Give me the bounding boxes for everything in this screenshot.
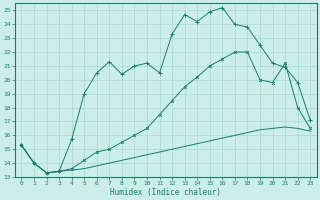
X-axis label: Humidex (Indice chaleur): Humidex (Indice chaleur) <box>110 188 221 197</box>
